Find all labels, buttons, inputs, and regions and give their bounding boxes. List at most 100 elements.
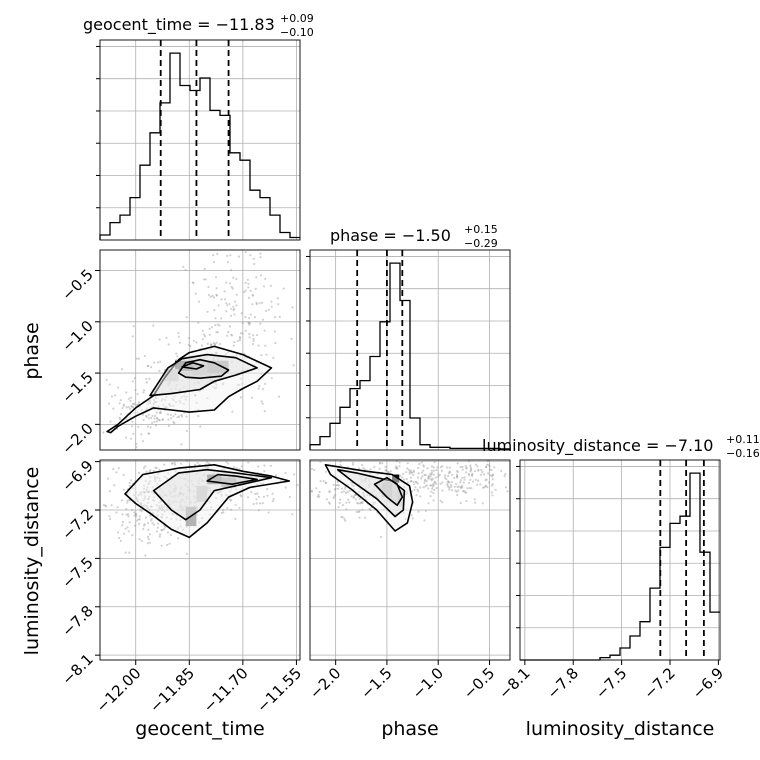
sample-point bbox=[135, 515, 138, 518]
sample-point bbox=[252, 257, 255, 260]
sample-point bbox=[123, 488, 126, 491]
sample-point bbox=[262, 388, 265, 391]
sample-point bbox=[469, 470, 472, 473]
sample-point bbox=[218, 324, 221, 327]
sample-point bbox=[234, 517, 237, 521]
sample-point bbox=[313, 468, 316, 471]
sample-point bbox=[204, 335, 207, 338]
sample-point bbox=[450, 485, 453, 488]
sample-point bbox=[212, 341, 215, 345]
sample-point bbox=[235, 277, 238, 281]
sample-point bbox=[145, 415, 148, 418]
sample-point bbox=[425, 484, 429, 487]
sample-point bbox=[130, 479, 133, 482]
sample-point bbox=[250, 490, 253, 494]
sample-point bbox=[344, 519, 347, 522]
sample-point bbox=[244, 329, 247, 332]
sample-point bbox=[131, 402, 135, 406]
sample-point bbox=[407, 468, 410, 471]
sample-point bbox=[189, 344, 192, 348]
sample-point bbox=[459, 479, 463, 482]
sample-point bbox=[394, 466, 397, 469]
sample-point bbox=[158, 411, 161, 414]
sample-point bbox=[130, 508, 134, 512]
sample-point bbox=[180, 443, 183, 446]
sample-point bbox=[488, 465, 491, 468]
y-axis-label-phase: phase bbox=[21, 322, 43, 379]
sample-point bbox=[441, 501, 444, 504]
sample-point bbox=[231, 410, 234, 413]
sample-point bbox=[235, 304, 238, 307]
sample-point bbox=[339, 463, 342, 467]
title-geocent-time: geocent_time = −11.83 +0.09 −0.10 bbox=[83, 12, 314, 39]
sample-point bbox=[145, 377, 148, 380]
sample-point bbox=[128, 499, 131, 502]
sample-point bbox=[133, 377, 136, 380]
sample-point bbox=[229, 314, 233, 317]
sample-point bbox=[262, 495, 265, 498]
sample-point bbox=[439, 482, 442, 485]
sample-point bbox=[358, 516, 361, 519]
sample-point bbox=[233, 313, 236, 316]
sample-point bbox=[244, 316, 247, 319]
sample-point bbox=[257, 344, 260, 347]
sample-point bbox=[328, 491, 331, 494]
sample-point bbox=[395, 460, 398, 463]
sample-point bbox=[253, 262, 256, 266]
sample-point bbox=[209, 295, 212, 298]
sample-point bbox=[412, 473, 415, 476]
x-axis-label-luminosity-distance: luminosity_distance bbox=[526, 718, 715, 740]
sample-point bbox=[213, 343, 217, 347]
sample-point bbox=[235, 467, 238, 470]
sample-point bbox=[328, 501, 331, 504]
sample-point bbox=[206, 310, 209, 313]
sample-point bbox=[454, 489, 457, 492]
sample-point bbox=[310, 489, 313, 492]
sample-point bbox=[345, 501, 348, 504]
sample-point bbox=[230, 499, 233, 502]
sample-point bbox=[278, 315, 281, 318]
sample-point bbox=[266, 494, 269, 497]
sample-point bbox=[229, 498, 232, 502]
sample-point bbox=[201, 338, 204, 341]
sample-point bbox=[503, 474, 506, 478]
sample-point bbox=[409, 476, 412, 479]
panel-frame bbox=[309, 249, 511, 451]
sample-point bbox=[247, 322, 250, 325]
sample-point bbox=[493, 466, 496, 469]
sample-point bbox=[332, 497, 335, 500]
sample-point bbox=[145, 470, 148, 473]
sample-point bbox=[443, 476, 446, 479]
sample-point bbox=[425, 480, 428, 483]
sample-point bbox=[410, 471, 413, 474]
sample-point bbox=[119, 412, 122, 416]
sample-point bbox=[177, 537, 180, 540]
sample-point bbox=[141, 440, 144, 443]
sample-point bbox=[128, 521, 131, 524]
sample-point bbox=[406, 481, 409, 484]
sample-point bbox=[150, 519, 153, 522]
sample-point bbox=[195, 341, 198, 344]
sample-point bbox=[178, 341, 181, 344]
contour-level-3 bbox=[373, 476, 404, 506]
sample-point bbox=[343, 517, 346, 521]
sample-point bbox=[144, 554, 147, 557]
sample-point bbox=[486, 486, 489, 489]
sample-point bbox=[157, 522, 160, 525]
sample-point bbox=[336, 487, 340, 490]
sample-point bbox=[233, 307, 236, 311]
title-geocent-time-upper: +0.09 bbox=[280, 12, 314, 25]
sample-point bbox=[128, 551, 131, 554]
sample-point bbox=[223, 298, 227, 301]
sample-point bbox=[468, 474, 471, 477]
sample-point bbox=[228, 302, 231, 306]
sample-point bbox=[274, 342, 277, 345]
sample-point bbox=[324, 482, 328, 485]
sample-point bbox=[251, 396, 254, 399]
sample-point bbox=[127, 397, 130, 400]
sample-point bbox=[446, 466, 449, 469]
sample-point bbox=[431, 485, 434, 488]
sample-point bbox=[140, 539, 143, 543]
sample-point bbox=[455, 490, 458, 493]
sample-point bbox=[180, 414, 183, 417]
